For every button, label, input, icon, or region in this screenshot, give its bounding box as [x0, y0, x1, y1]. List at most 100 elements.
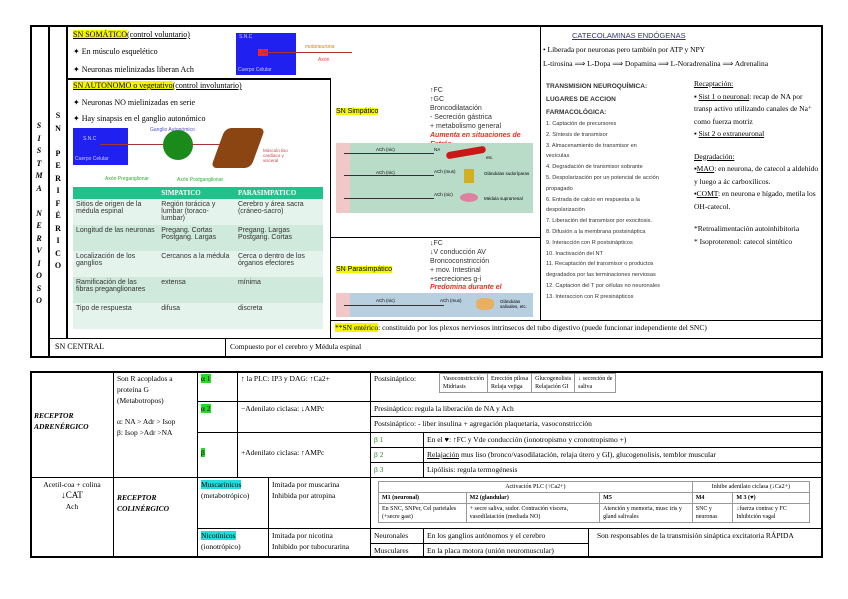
enterico-title: **SN entérico	[335, 323, 379, 332]
alpha2-mech: −Adenilato ciclasa: ↓AMPc	[237, 401, 371, 433]
beta-label: β	[201, 448, 205, 457]
text: Acetil-coa + colina	[43, 480, 101, 489]
letter: P	[55, 148, 61, 158]
beta-effect: En el ♥: ↑FC y Vde conducción (ionotropi…	[423, 432, 823, 448]
muscarinic-subtypes-table: Activación PLC (↑Ca2+) Inhibe adenilato c…	[378, 481, 811, 523]
divider	[225, 338, 226, 358]
effect: Broncoconstricción	[430, 258, 490, 265]
effect: - Secreción gástrica	[430, 114, 492, 121]
beta-mech: +Adenilato ciclasa: ↑AMPc	[237, 432, 371, 478]
letter: E	[55, 161, 61, 170]
divider	[48, 25, 50, 358]
table-cell: discreta	[234, 303, 323, 329]
letter: S	[36, 121, 42, 130]
img-label: S.N.C	[83, 136, 97, 142]
axon-line	[262, 52, 352, 53]
bullet-text: Neuronas mielinizadas liberan Ach	[81, 65, 194, 74]
table-cell: Cerebro y área sacra (cráneo-sacro)	[234, 199, 323, 225]
beta-effect: Lipólisis: regula termogénesis	[423, 462, 823, 478]
letter: N	[36, 208, 42, 218]
gland-image	[464, 169, 474, 183]
alpha2-pre: Presináptico: regula la liberación de NA…	[370, 401, 823, 417]
list-item: 11. Recaptación del transmisor o product…	[546, 261, 654, 268]
text: Erección pilosa	[491, 376, 529, 382]
gland-image	[476, 298, 494, 310]
divider	[330, 320, 823, 321]
snc-image: S.N.C Cuerpo Celular	[236, 33, 296, 75]
top-frame	[30, 25, 823, 358]
alpha1-label: α 1	[201, 374, 211, 383]
catecol-title: CATECOLAMINAS ENDÓGENAS	[572, 31, 686, 40]
text: (metabotrópico)	[201, 491, 250, 500]
nic-note: Son responsables de la transmisión sináp…	[588, 528, 823, 558]
table-cell: Longitud de las neuronas	[73, 225, 159, 251]
text: (Metabotropos)	[117, 396, 164, 405]
list-item: 1. Captación de precursores	[546, 121, 617, 127]
letter: I	[56, 186, 60, 195]
term: Sist 2 o extraneuronal	[698, 129, 765, 138]
term: Sist 1 o neuronal	[698, 91, 750, 101]
adrenal-image	[460, 193, 478, 202]
parasimpatico-title: SN Parasimpático	[336, 266, 393, 273]
neuron-line	[344, 198, 434, 199]
text: Imitada por muscarina	[272, 480, 340, 489]
diagram-label: Glándulas salivales, etc.	[500, 299, 528, 309]
letter: O	[54, 261, 62, 270]
text: α: NA > Adr > Isop	[117, 417, 176, 426]
bullet-text: Hay sinapsis en el ganglio autonómico	[81, 114, 206, 123]
beta-effect: Relajación mus liso (bronco/vasodilataci…	[423, 447, 823, 463]
simpatico-diagram: ACh (nic) ACh (nic) ACh (mus) ACh (nic) …	[336, 143, 533, 213]
alpha1-post: Postsináptico: Vasoconstricción Midriasis…	[370, 371, 823, 402]
table-row: Activación PLC (↑Ca2+) Inhibe adenilato c…	[378, 481, 811, 493]
muscarinicos-cell: Muscarínicos (metabotrópico)	[197, 477, 269, 529]
letter: I	[56, 236, 60, 245]
diagram-label: ACh (mus)	[440, 298, 462, 303]
muscarinicos-pharm: Imitada por muscarina Inhibida por atropi…	[268, 477, 371, 529]
bullet: ✦ Neuronas mielinizadas liberan Ach	[73, 65, 194, 74]
list-item: 6. Entrada de calcio en respuesta a la	[546, 196, 640, 203]
effect: ↓FC	[430, 240, 443, 247]
img-label: Músculo liso cardíaco y visceral	[263, 148, 288, 163]
table-cell: Ramificación de las fibras preganglionar…	[73, 277, 159, 303]
table-cell: Localización de los ganglios	[73, 251, 159, 277]
effect: ↑GC	[430, 96, 444, 103]
img-label: S.N.C	[239, 34, 253, 40]
text: (ionotrópico)	[201, 542, 241, 551]
text: *Retroalimentación autoinhibitoria	[694, 224, 800, 233]
effect-cell: Glucogenolisis Relajación GI	[531, 373, 576, 393]
subtype-name: M1 (neuronal)	[378, 492, 467, 504]
text: ↓CAT	[61, 490, 83, 500]
list-item: 4. Degradación de transmisor sobrante	[546, 164, 643, 171]
letter: R	[55, 173, 61, 183]
effect: ↓V conducción AV	[430, 249, 486, 256]
img-label: motoneurona	[305, 44, 335, 50]
text: Imitada por nicotina	[272, 531, 333, 540]
simpatico-title: SN Simpático	[336, 108, 379, 115]
enterico-row: **SN entérico: constituido por los plexo…	[335, 323, 707, 332]
letter: S	[36, 146, 42, 155]
ganglion-image	[163, 130, 193, 160]
divider	[330, 78, 331, 338]
subtype-text: ↓fuerza contrac y FC Inhibición vagal	[732, 503, 810, 523]
letter: É	[55, 211, 61, 220]
table-cell: extensa	[158, 277, 235, 303]
autonomo-heading: SN AUTONOMO o vegetativo(control involun…	[73, 81, 242, 90]
degr-title: Degradación:	[694, 151, 735, 161]
term: COMT	[696, 189, 718, 198]
table-header	[73, 187, 159, 199]
effect-cell: ↓ secreción de saliva	[574, 373, 617, 393]
table-row: Tipo de respuesta difusa discreta	[73, 303, 323, 329]
text: Ach	[65, 502, 79, 511]
img-label: Cuerpo Celular	[75, 156, 109, 162]
subtype-text: SNC y neuronas	[691, 503, 734, 523]
diagram-band	[336, 293, 350, 317]
nic-location: En los ganglios autónomos y el cerebro	[423, 528, 589, 544]
table-row: En SNC, SNPer, Cel parietales (+secre ga…	[378, 503, 810, 523]
letter: I	[37, 133, 41, 143]
text: Glucogenolisis	[535, 376, 572, 382]
list-item: 3. Almacenamiento de transmisor en	[546, 142, 637, 149]
enterico-text: : constituido por los plexos nerviosos i…	[378, 323, 707, 332]
diagram-label: ACh (mus)	[434, 169, 456, 174]
letter: N	[55, 123, 61, 133]
letter: S	[55, 111, 61, 120]
